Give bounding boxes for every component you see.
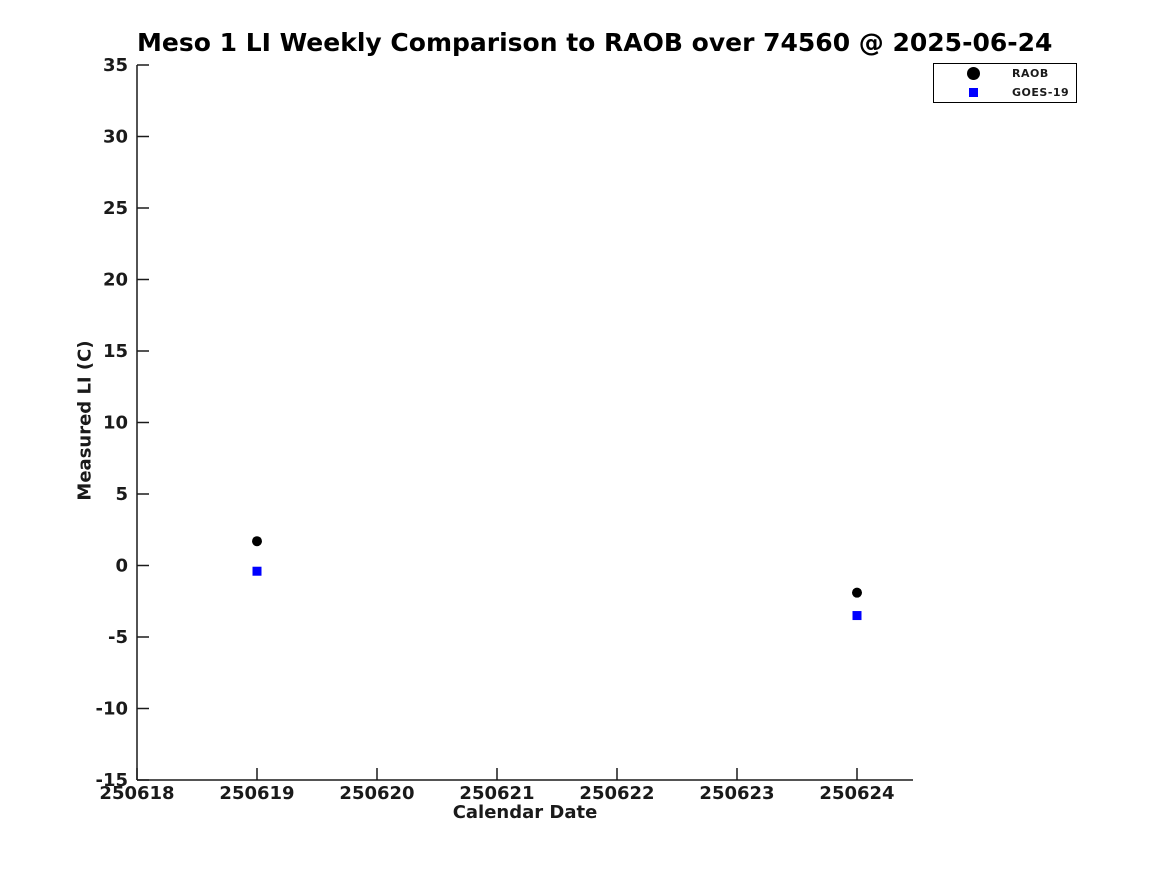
- y-axis-tick-label: 30: [103, 127, 128, 148]
- x-axis-tick-label: 250620: [339, 783, 414, 804]
- x-axis-tick-label: 250618: [99, 783, 174, 804]
- legend-label-raob: RAOB: [1012, 67, 1049, 81]
- y-axis-tick-label: -5: [108, 627, 128, 648]
- y-axis-tick-label: 35: [103, 55, 128, 76]
- x-axis-label: Calendar Date: [452, 802, 598, 823]
- data-point-goes-19: [252, 566, 262, 576]
- data-point-raob: [252, 536, 262, 547]
- y-axis-tick-label: 15: [103, 341, 128, 362]
- y-axis-tick-label: 0: [115, 556, 128, 577]
- data-point-goes-19: [852, 611, 862, 621]
- y-axis-tick-label: 25: [103, 198, 128, 219]
- y-axis-tick-label: -15: [95, 770, 128, 791]
- x-axis-tick-label: 250619: [219, 783, 294, 804]
- legend-row-raob: RAOB: [934, 65, 1076, 83]
- legend: RAOB GOES-19: [933, 63, 1077, 103]
- x-axis-tick-label: 250623: [699, 783, 774, 804]
- y-axis-tick-label: 10: [103, 413, 128, 434]
- x-axis-tick-label: 250624: [819, 783, 894, 804]
- data-point-raob: [852, 587, 862, 598]
- y-axis-tick-label: 20: [103, 270, 128, 291]
- x-axis-tick-label: 250621: [459, 783, 534, 804]
- y-axis-tick-label: -10: [95, 699, 128, 720]
- raob-circle-icon: [966, 67, 980, 81]
- y-axis-tick-label: 5: [115, 484, 128, 505]
- y-axis-label: Measured LI (C): [74, 340, 96, 501]
- chart-title: Meso 1 LI Weekly Comparison to RAOB over…: [137, 28, 1053, 57]
- legend-label-goes19: GOES-19: [1012, 85, 1070, 99]
- x-axis-tick-label: 250622: [579, 783, 654, 804]
- legend-row-goes19: GOES-19: [934, 83, 1076, 101]
- goes19-square-icon: [968, 87, 978, 97]
